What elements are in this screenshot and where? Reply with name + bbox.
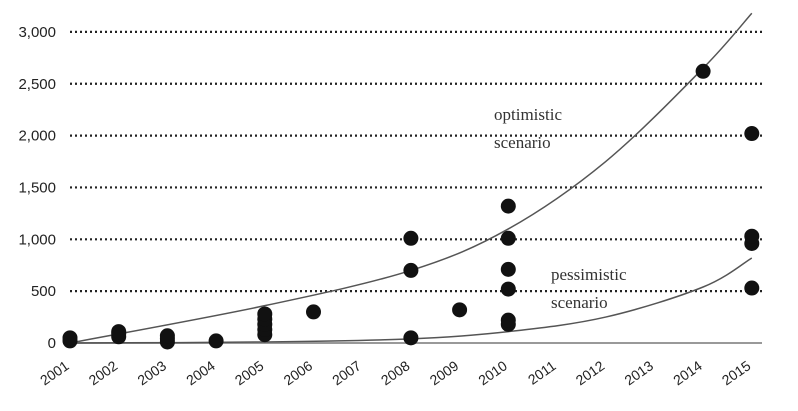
data-point (744, 280, 760, 296)
y-axis-ticks: 0 500 1,000 1,500 2,000 2,500 3,000 (18, 24, 56, 352)
y-tick-label: 3,000 (18, 24, 56, 41)
x-tick-label: 2010 (475, 357, 510, 388)
data-point (744, 228, 760, 244)
y-tick-label: 2,000 (18, 128, 56, 145)
x-axis-ticks: 2001 2002 2003 2004 2005 2006 2007 2008 2009 2010… (37, 357, 754, 388)
data-point (500, 230, 516, 246)
data-point (695, 63, 711, 79)
data-point (306, 304, 321, 320)
pessimistic-curve (69, 257, 753, 344)
x-tick-label: 2009 (427, 357, 462, 388)
optimistic-label: optimistic (494, 105, 562, 124)
x-tick-label: 2013 (621, 357, 656, 388)
gridlines (70, 30, 762, 344)
x-tick-label: 2012 (573, 357, 608, 388)
x-tick-label: 2005 (232, 357, 267, 388)
data-point (500, 261, 516, 277)
data-point (500, 281, 516, 297)
data-point (62, 330, 78, 346)
data-point (744, 126, 760, 142)
data-point (500, 312, 516, 328)
y-tick-label: 1,500 (18, 179, 56, 196)
x-tick-label: 2002 (86, 357, 121, 388)
x-tick-label: 2001 (37, 357, 72, 388)
x-tick-label: 2011 (525, 357, 559, 387)
data-point (257, 306, 273, 322)
optimistic-curve (69, 12, 753, 344)
x-tick-label: 2006 (281, 357, 316, 388)
annotations: optimistic scenario pessimistic scenario (494, 105, 627, 312)
data-point (403, 330, 419, 346)
x-tick-label: 2007 (329, 357, 364, 388)
data-point (111, 324, 127, 340)
x-tick-label: 2015 (719, 357, 754, 388)
x-tick-label: 2004 (183, 357, 218, 388)
y-tick-label: 0 (48, 335, 56, 352)
data-point (159, 328, 175, 344)
pessimistic-label: pessimistic (551, 265, 627, 284)
trend-curves (69, 12, 753, 344)
optimistic-label: scenario (494, 133, 551, 152)
data-point (452, 302, 468, 318)
y-tick-label: 2,500 (18, 76, 56, 93)
x-tick-label: 2008 (378, 357, 413, 388)
y-tick-label: 500 (31, 283, 56, 300)
x-tick-label: 2003 (134, 357, 169, 388)
data-point (403, 262, 419, 278)
data-point (403, 230, 419, 246)
data-point (208, 333, 224, 349)
y-tick-label: 1,000 (18, 231, 56, 248)
x-tick-label: 2014 (670, 357, 705, 388)
data-points (62, 63, 760, 350)
pessimistic-label: scenario (551, 293, 608, 312)
data-point (500, 198, 516, 214)
